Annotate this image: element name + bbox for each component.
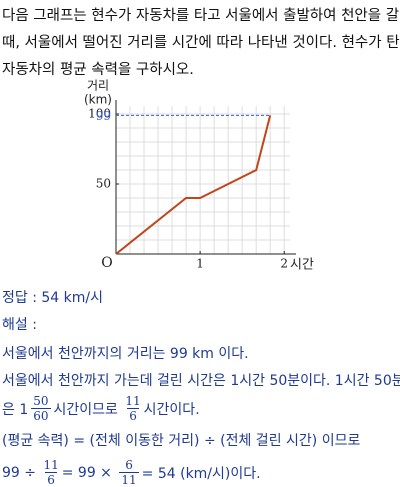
solution-text: = 54 (km/시)이다. — [141, 465, 261, 482]
x-tick-label: 2 — [280, 257, 288, 271]
numerator: 11 — [125, 394, 141, 408]
denominator: 6 — [45, 472, 57, 487]
y-tick-label: 50 — [96, 177, 111, 191]
x-tick-label: 1 — [196, 257, 204, 271]
solution-text: = 99 × — [61, 464, 117, 481]
solution-text: 은 1 — [2, 401, 29, 418]
solution-text: 시간이다. — [143, 401, 200, 418]
solution-line: 서울에서 천안까지 가는데 걸린 시간은 1시간 50분이다. 1시간 50분 — [2, 370, 400, 390]
fraction: 11 6 — [43, 458, 58, 487]
answer-value: 54 km/시 — [41, 290, 103, 306]
answer-label: 정답 : — [2, 290, 37, 306]
y-axis-unit: (km) — [84, 93, 112, 107]
numerator: 50 — [33, 394, 49, 408]
chart: 거리(km) 시간 O 50 100 1 2 99 — [84, 79, 314, 273]
denominator: 11 — [119, 472, 139, 487]
solution-text: 99 ÷ — [2, 464, 41, 481]
solution-line: 99 ÷ 11 6 = 99 × 6 11 = 54 (km/시)이다. — [2, 458, 261, 487]
fraction: 11 6 — [125, 394, 140, 423]
x-axis-label: 시간 — [290, 258, 314, 273]
fraction: 6 11 — [119, 458, 139, 487]
solution-line: 은 1 50 60 시간이므로 11 6 시간이다. — [2, 394, 200, 423]
reference-label: 99 — [96, 109, 111, 123]
y-axis-label: 거리 — [87, 79, 109, 93]
denominator: 60 — [31, 408, 51, 423]
y-tick-label: 100 — [88, 107, 111, 121]
solution-text: (평균 속력) = (전체 이동한 거리) ÷ (전체 걸린 시간) 이므로 — [2, 433, 361, 449]
data-line — [115, 115, 272, 255]
question-line: 자동차의 평균 속력을 구하시오. — [2, 62, 194, 78]
fraction: 50 60 — [31, 394, 51, 423]
denominator: 6 — [127, 408, 139, 423]
solution-text: 시간이므로 — [53, 401, 123, 418]
solution-line: (평균 속력) = (전체 이동한 거리) ÷ (전체 걸린 시간) 이므로 — [2, 430, 360, 450]
solution-text: 서울에서 천안까지 가는데 걸린 시간은 1시간 50분이다. 1시간 50분 — [2, 373, 400, 389]
answer: 정답 : 54 km/시 — [2, 287, 103, 307]
question-line: 다음 그래프는 현수가 자동차를 타고 서울에서 출발하여 천안을 갈 — [2, 8, 400, 24]
solution-text: 서울에서 천안까지의 거리는 99 km 이다. — [2, 346, 249, 362]
origin-label: O — [101, 255, 112, 271]
question-line: 때, 서울에서 떨어진 거리를 시간에 따라 나타낸 것이다. 현수가 탄 — [2, 35, 400, 51]
solution-line: 서울에서 천안까지의 거리는 99 km 이다. — [2, 343, 249, 363]
numerator: 6 — [125, 458, 133, 472]
numerator: 11 — [43, 458, 59, 472]
solution-label: 해설 : — [2, 317, 37, 333]
